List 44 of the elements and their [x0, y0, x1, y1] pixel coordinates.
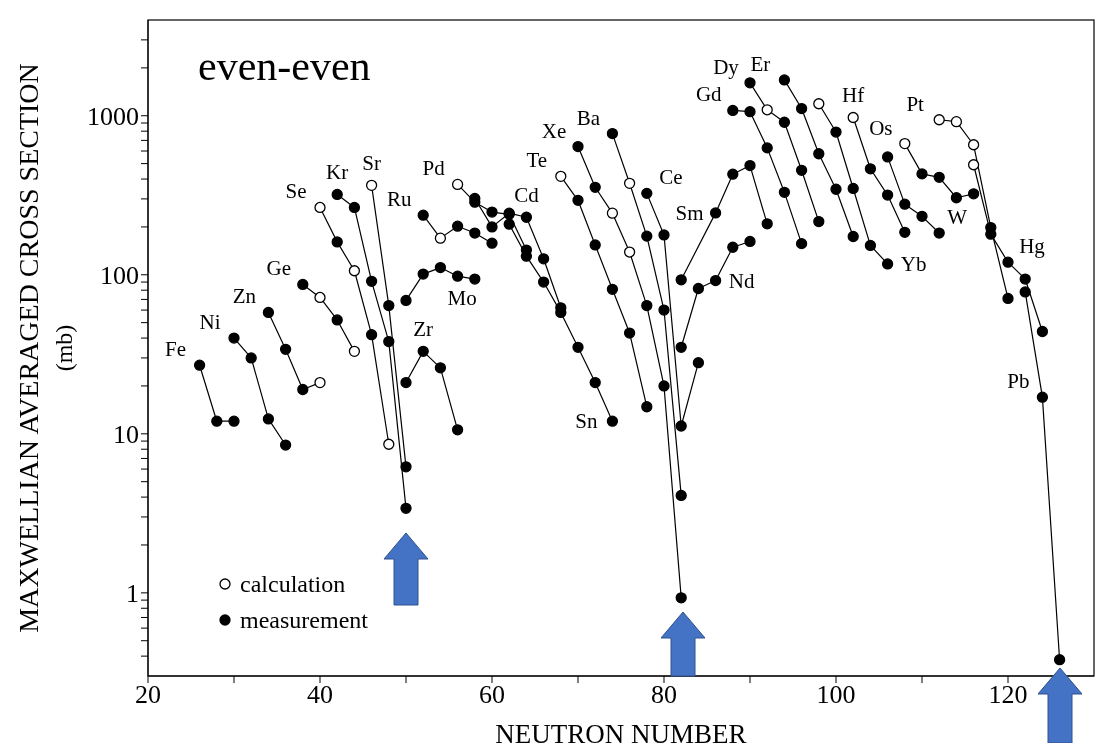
annotation: Hg: [1019, 234, 1046, 259]
y-tick-label: 1000: [87, 101, 139, 131]
annotation: Xe: [541, 118, 567, 143]
annotation: Ba: [576, 105, 601, 130]
annotation: Pb: [1007, 369, 1030, 394]
annotation: Zn: [232, 284, 257, 309]
x-tick-label: 120: [988, 680, 1028, 710]
annotation: Ge: [266, 256, 292, 281]
annotation: Sn: [575, 409, 598, 434]
annotation: Yb: [900, 251, 927, 276]
annotation: Te: [526, 148, 548, 173]
text: even-even: [198, 43, 371, 89]
annotation: Ni: [199, 310, 221, 335]
annotation: Mo: [447, 286, 477, 311]
annotation: Nd: [728, 268, 755, 293]
x-tick-label: 80: [651, 680, 677, 710]
x-tick-label: 20: [135, 680, 161, 710]
legend-label: calculation: [240, 570, 346, 599]
annotation: Sm: [675, 200, 704, 225]
annotation: Zr: [413, 317, 434, 342]
annotation: Cd: [514, 183, 540, 208]
y-tick-label: 1: [126, 579, 139, 609]
annotation: Se: [285, 179, 307, 204]
annotation: Fe: [165, 337, 187, 362]
annotation: Sr: [362, 151, 381, 176]
x-tick-label: 40: [307, 680, 333, 710]
annotation: Er: [750, 51, 771, 76]
annotation: Hf: [842, 83, 865, 108]
legend-label: measurement: [240, 606, 368, 635]
x-tick-label: 60: [479, 680, 505, 710]
y-axis-title: MAXWELLIAN AVERAGED CROSS SECTION (mb): [12, 63, 77, 633]
x-tick-label: 100: [816, 680, 856, 710]
annotation: Pd: [422, 156, 446, 181]
x-axis-title: NEUTRON NUMBER: [495, 719, 747, 743]
annotation: Os: [869, 115, 893, 140]
annotation: Pt: [906, 91, 925, 116]
annotation: Kr: [326, 160, 349, 185]
y-tick-label: 10: [113, 420, 139, 450]
annotation: Ru: [386, 187, 412, 212]
y-tick-label: 100: [100, 261, 139, 291]
annotation: Ce: [659, 165, 683, 190]
annotation: W: [947, 205, 968, 230]
annotation: Gd: [695, 82, 723, 107]
annotation: Dy: [713, 54, 740, 79]
